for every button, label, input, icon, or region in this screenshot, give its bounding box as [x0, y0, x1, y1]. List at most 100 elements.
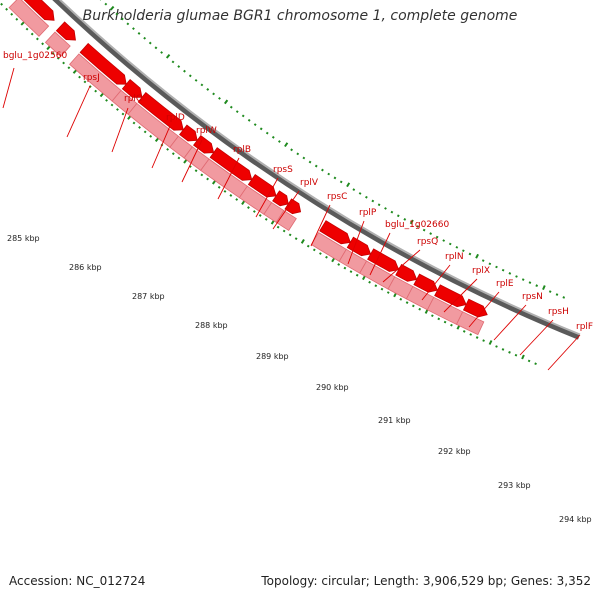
scale-label: 285 kbp [7, 234, 40, 243]
outer-minor-tick [194, 169, 198, 173]
gene-label: rplX [472, 266, 490, 276]
backbone-outer-line [52, 0, 580, 340]
gene-label-leader [66, 85, 91, 138]
outer-minor-tick [294, 237, 298, 241]
outer-minor-tick [252, 210, 256, 213]
scale-major-tick [109, 5, 115, 11]
outer-minor-tick [200, 173, 204, 177]
outer-minor-tick [235, 198, 239, 201]
outer-minor-tick [105, 98, 108, 102]
scale-minor-tick [132, 27, 135, 31]
outer-minor-tick [223, 190, 227, 193]
gene-label: rpsS [273, 165, 293, 175]
outer-minor-tick [62, 61, 66, 65]
scale-minor-tick [277, 140, 281, 143]
gene-bar-track [8, 0, 485, 336]
outer-minor-tick [35, 37, 39, 41]
outer-minor-tick [501, 348, 505, 351]
gene-label: rpsN [522, 292, 543, 302]
scale-minor-tick [358, 192, 362, 195]
gene-arrow [284, 198, 302, 215]
outer-minor-tick [247, 206, 250, 209]
scale-minor-tick [422, 228, 426, 232]
scale-minor-tick [302, 156, 306, 160]
accession-text: Accession: NC_012724 [9, 574, 146, 588]
outer-minor-tick [25, 27, 29, 31]
outer-minor-tick [149, 134, 153, 138]
scale-minor-tick [126, 22, 130, 26]
gene-arrow [272, 190, 289, 207]
scale-label: 294 kbp [559, 515, 592, 524]
outer-minor-tick [56, 56, 60, 60]
scale-minor-tick [455, 246, 459, 249]
gene-label-leader [347, 220, 365, 265]
scale-minor-tick [416, 225, 420, 228]
outer-minor-tick [386, 291, 390, 294]
scale-major-tick [346, 182, 351, 188]
gene-label: rplB [233, 145, 251, 155]
gene-label: rplV [300, 178, 319, 188]
gene-arrow-track [23, 0, 488, 318]
scale-minor-tick [314, 164, 318, 168]
outer-minor-tick [475, 336, 479, 339]
scale-minor-tick [218, 96, 221, 100]
topology-text: Topology: circular; Length: 3,906,529 bp… [261, 574, 591, 588]
outer-minor-tick [399, 297, 403, 301]
scale-minor-tick [104, 2, 108, 6]
gene-label: rplE [496, 279, 514, 289]
outer-minor-tick [343, 266, 347, 270]
scale-minor-tick [488, 262, 492, 266]
scale-major-tick [542, 285, 546, 291]
gene-label-leader [369, 232, 391, 276]
gene-arrow [79, 42, 127, 85]
scale-minor-tick [521, 278, 525, 281]
scale-minor-tick [296, 152, 300, 156]
gene-label: rplW [196, 126, 217, 136]
gene-label-leader [181, 139, 203, 183]
outer-minor-tick [534, 362, 537, 366]
outer-minor-tick [495, 345, 498, 348]
scale-minor-tick [501, 268, 505, 272]
outer-minor-tick [443, 320, 447, 324]
gene-label-leader [272, 190, 300, 230]
gene-arrow [23, 0, 55, 21]
outer-minor-tick [94, 89, 98, 93]
gene-bar [455, 311, 485, 336]
outer-minor-tick [264, 217, 268, 221]
outer-minor-tick [325, 255, 328, 259]
outer-minor-tick [337, 263, 341, 266]
scale-minor-tick [200, 83, 204, 87]
outer-minor-tick [514, 353, 518, 357]
scale-minor-tick [212, 92, 215, 96]
gene-label: rpsQ [417, 237, 438, 247]
outer-minor-tick [312, 248, 316, 252]
scale-minor-tick [188, 74, 192, 78]
outer-minor-tick [110, 103, 114, 107]
gene-label: rplD [166, 113, 185, 123]
scale-label: 286 kbp [69, 263, 102, 272]
outer-major-tick [488, 340, 493, 345]
scale-label: 290 kbp [316, 383, 349, 392]
scale-minor-tick [308, 160, 312, 164]
outer-minor-tick [368, 280, 371, 284]
outer-minor-tick [15, 17, 19, 21]
gene-label-leader [382, 249, 421, 283]
outer-minor-tick [171, 152, 175, 156]
outer-minor-tick [482, 339, 485, 342]
gene-arrow [121, 79, 143, 98]
gene-label-leader [217, 157, 240, 200]
outer-minor-tick [138, 126, 141, 129]
scale-minor-tick [448, 242, 452, 246]
gene-label-leader [519, 319, 554, 356]
gene-label: bglu_1g02660 [385, 220, 449, 230]
outer-minor-tick [431, 314, 434, 318]
gene-label-leader [111, 107, 129, 153]
gene-label-leader [2, 67, 15, 109]
scale-minor-tick [271, 135, 275, 139]
outer-minor-tick [78, 75, 81, 79]
scale-minor-tick [241, 114, 245, 118]
scale-minor-tick [377, 203, 381, 207]
gene-arrow [434, 284, 467, 308]
outer-minor-tick [374, 284, 378, 288]
scale-minor-tick [253, 123, 257, 127]
